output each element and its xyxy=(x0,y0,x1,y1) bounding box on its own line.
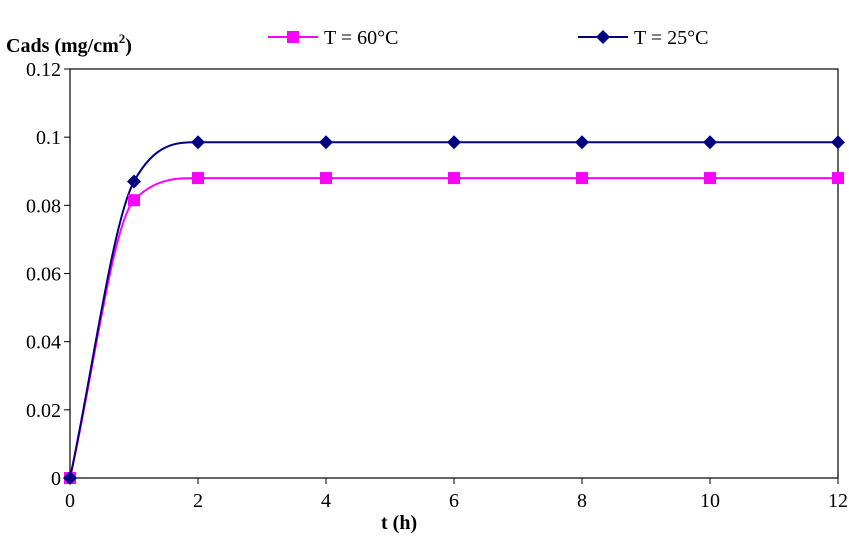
marker-diamond xyxy=(319,135,333,150)
series-lines xyxy=(69,141,839,479)
marker-diamond xyxy=(447,135,461,150)
x-tick-label: 0 xyxy=(65,490,75,512)
legend-label: T = 60°C xyxy=(324,27,398,49)
marker-diamond xyxy=(831,135,845,150)
legend-item-25c: T = 25°C xyxy=(578,27,708,49)
legend: T = 60°C T = 25°C xyxy=(268,27,708,49)
x-tick-label: 2 xyxy=(193,490,203,512)
marker-diamond xyxy=(596,30,610,44)
marker-square xyxy=(128,194,140,207)
legend-item-60c: T = 60°C xyxy=(268,27,398,49)
y-axis-ticks: 0 0.02 0.04 0.06 0.08 0.1 0.12 xyxy=(26,59,70,490)
marker-diamond xyxy=(575,135,589,150)
marker-square xyxy=(832,172,844,185)
series-line xyxy=(69,177,839,479)
marker-square xyxy=(320,172,332,185)
marker-diamond xyxy=(703,135,717,150)
legend-label: T = 25°C xyxy=(634,27,708,49)
series-line xyxy=(69,141,838,479)
plot-area xyxy=(69,68,839,479)
marker-square xyxy=(287,31,299,43)
marker-square xyxy=(448,172,460,185)
x-tick-label: 12 xyxy=(828,490,848,512)
y-tick-label: 0 xyxy=(51,468,61,490)
marker-square xyxy=(704,172,716,185)
x-axis-title: t (h) xyxy=(381,512,417,534)
y-tick-label: 0.06 xyxy=(26,264,61,286)
marker-diamond xyxy=(63,471,77,485)
x-tick-label: 4 xyxy=(321,490,331,512)
marker-diamond xyxy=(127,174,141,189)
marker-square xyxy=(576,172,588,185)
y-axis-title-superscript: 2 xyxy=(119,31,126,46)
y-tick-label: 0.02 xyxy=(26,400,61,422)
y-axis-title-close: ) xyxy=(125,35,132,57)
marker-diamond xyxy=(191,135,205,150)
y-tick-label: 0.04 xyxy=(26,332,61,354)
x-tick-label: 8 xyxy=(577,490,587,512)
y-axis-title: Cads (mg/cm2) xyxy=(6,31,132,57)
x-tick-label: 10 xyxy=(700,490,720,512)
y-tick-label: 0.08 xyxy=(26,195,61,217)
x-tick-label: 6 xyxy=(449,490,459,512)
marker-square xyxy=(192,172,204,185)
x-axis-ticks: 0 2 4 6 8 10 12 xyxy=(65,478,848,512)
y-tick-label: 0.1 xyxy=(36,127,61,149)
y-tick-label: 0.12 xyxy=(26,59,61,81)
series-markers xyxy=(63,135,845,485)
y-axis-title-main: Cads (mg/cm xyxy=(6,35,119,57)
